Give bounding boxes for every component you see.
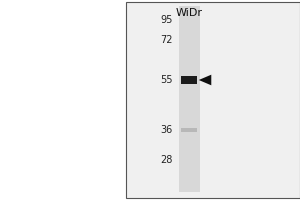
Text: WiDr: WiDr bbox=[176, 8, 203, 18]
Text: 36: 36 bbox=[160, 125, 172, 135]
Text: 28: 28 bbox=[160, 155, 172, 165]
FancyBboxPatch shape bbox=[178, 6, 200, 192]
FancyBboxPatch shape bbox=[181, 76, 197, 84]
Polygon shape bbox=[199, 75, 211, 85]
FancyBboxPatch shape bbox=[181, 128, 197, 132]
Text: 95: 95 bbox=[160, 15, 172, 25]
Text: 72: 72 bbox=[160, 35, 172, 45]
Text: 55: 55 bbox=[160, 75, 172, 85]
FancyBboxPatch shape bbox=[126, 2, 300, 198]
